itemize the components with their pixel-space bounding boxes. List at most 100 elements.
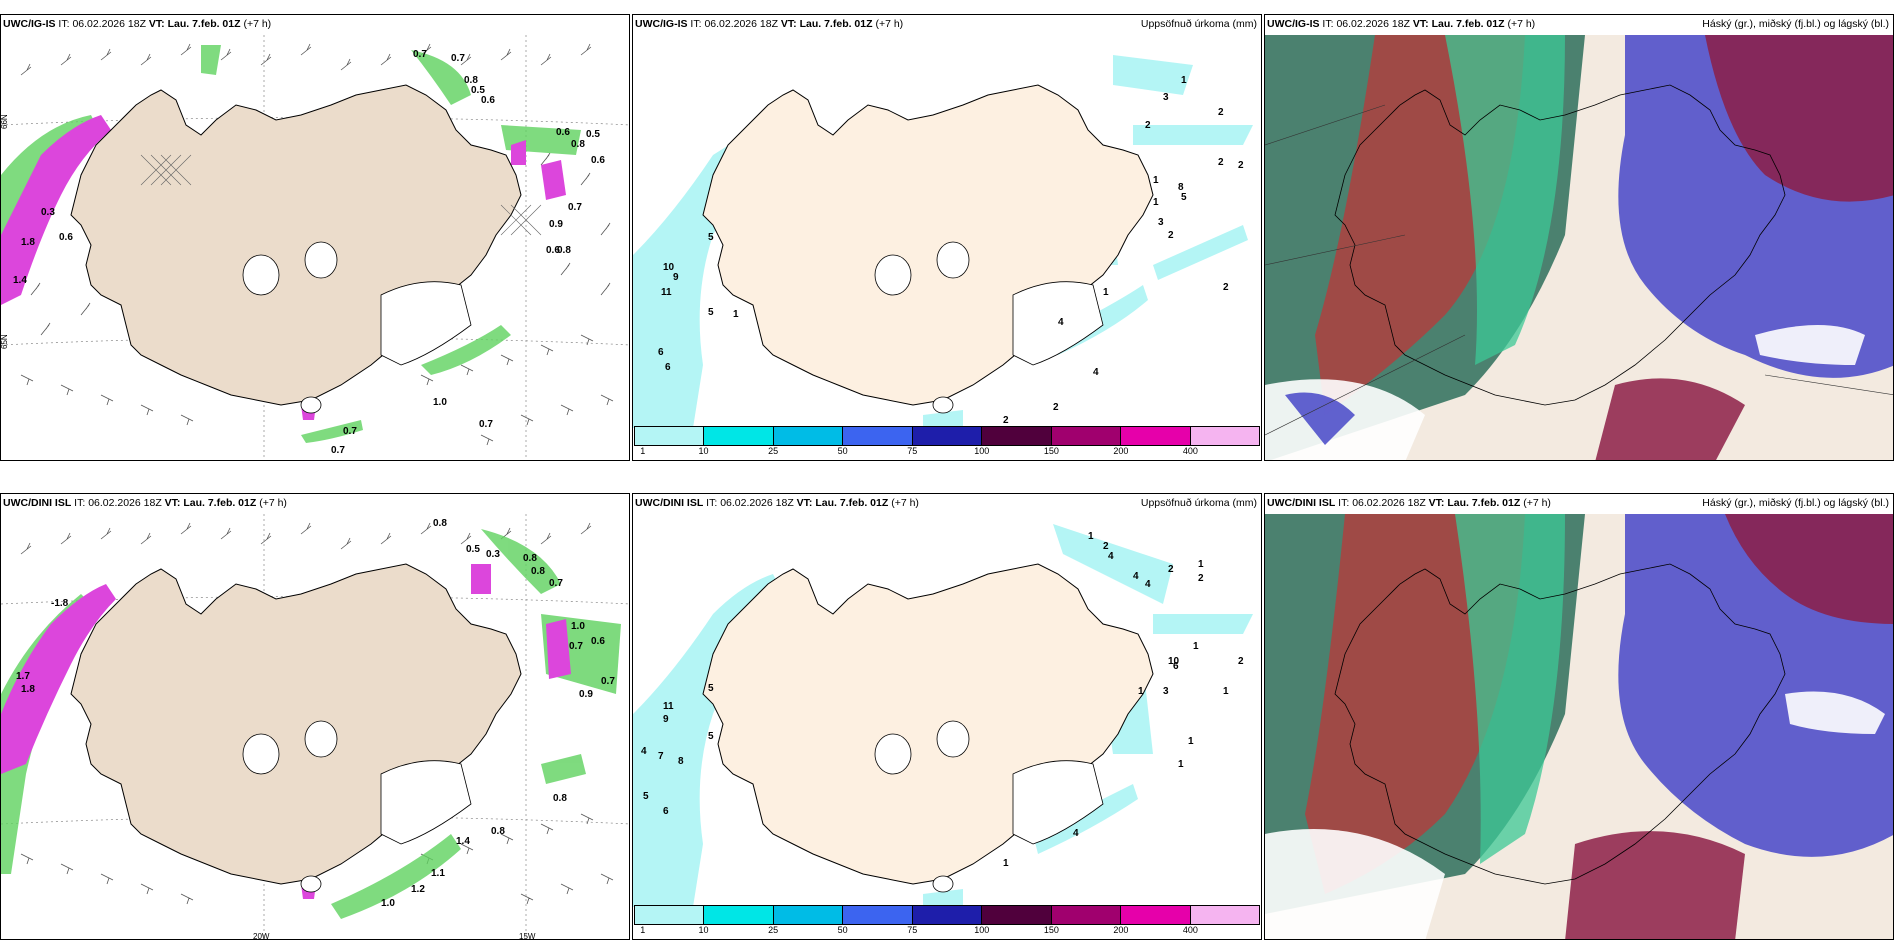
value-label: 0.7: [343, 426, 357, 437]
colorbar-swatch: [843, 427, 913, 445]
value-label: 1.4: [456, 836, 470, 847]
value-label: 0.6: [546, 245, 560, 256]
wind-barbs: [20, 43, 614, 446]
precip-map: 1 3 2 2 2 2 1 8 5 2 3 1 2 5 10 9 11 5 1 …: [633, 55, 1253, 428]
cloud-map: [1265, 514, 1893, 939]
value-label: 0.6: [556, 127, 570, 138]
value-label: 0.5: [471, 85, 485, 96]
value-label: 2: [1103, 541, 1109, 552]
value-label: 0.7: [413, 49, 427, 60]
value-label: 1.4: [13, 275, 27, 286]
wind-map: 0.8 0.5 0.3 0.8 0.8 0.7 1.0 0.7 0.6 0.7 …: [1, 514, 629, 939]
value-label: 1: [1223, 686, 1229, 697]
panel-header: UWC/DINI ISL IT: 06.02.2026 18Z VT: Lau.…: [3, 497, 287, 509]
value-label: 4: [641, 746, 647, 757]
value-label: 1: [1198, 559, 1204, 570]
colorbar-swatch: [843, 906, 913, 924]
value-label: 6: [658, 347, 664, 358]
value-label: 1: [1138, 686, 1144, 697]
value-label: 0.7: [568, 202, 582, 213]
panel-wind-bottom: UWC/DINI ISL IT: 06.02.2026 18Z VT: Lau.…: [0, 493, 630, 940]
value-label: 0.6: [481, 95, 495, 106]
colorbar-swatch: [912, 427, 983, 445]
panel-precip-top: UWC/IG-IS IT: 06.02.2026 18Z VT: Lau. 7.…: [632, 14, 1262, 461]
colorbar-swatch: [635, 427, 705, 445]
value-label: 0.9: [579, 689, 593, 700]
value-label: 0.8: [523, 553, 537, 564]
panel-cloud-bottom: UWC/DINI ISL IT: 06.02.2026 18Z VT: Lau.…: [1264, 493, 1894, 940]
colorbar-tick: 1: [640, 925, 646, 935]
colorbar-swatch: [1051, 906, 1122, 924]
value-label: 1: [1188, 736, 1194, 747]
value-label: 0.7: [549, 578, 563, 589]
value-label: 2: [1223, 282, 1229, 293]
panel-header: UWC/IG-IS IT: 06.02.2026 18Z VT: Lau. 7.…: [1267, 18, 1536, 30]
colorbar-swatch: [982, 906, 1052, 924]
value-label: 1.8: [21, 684, 35, 695]
value-label: 1: [1003, 858, 1009, 869]
lat-label: 66N: [1, 114, 9, 129]
colorbar-swatch: [773, 906, 844, 924]
value-label: 2: [1218, 107, 1224, 118]
value-label: 3: [1158, 217, 1164, 228]
value-label: 8: [678, 756, 684, 767]
colorbar-swatch: [912, 906, 983, 924]
precip-title: Uppsöfnuð úrkoma (mm): [1140, 18, 1257, 30]
panel-header: UWC/DINI ISL IT: 06.02.2026 18Z VT: Lau.…: [635, 497, 919, 509]
cloud-title: Háský (gr.), miðský (fj.bl.) og lágský (…: [1702, 497, 1889, 509]
panel-wind-top: UWC/IG-IS IT: 06.02.2026 18Z VT: Lau. 7.…: [0, 14, 630, 461]
colorbar-swatch: [704, 427, 774, 445]
value-label: 4: [1133, 571, 1139, 582]
value-label: 2: [1145, 120, 1151, 131]
colorbar-tick: 25: [768, 925, 779, 935]
value-label: 2: [1238, 160, 1244, 171]
value-label: 2: [1168, 564, 1174, 575]
colorbar-tick: 50: [837, 925, 848, 935]
value-label: 5: [708, 307, 714, 318]
colorbar-tick: 100: [974, 925, 990, 935]
value-label: 0.8: [571, 139, 585, 150]
value-label: 1.7: [16, 671, 30, 682]
value-label: 1: [1153, 175, 1159, 186]
value-label: 0.7: [479, 419, 493, 430]
value-label: 0.8: [557, 245, 571, 256]
value-label: 0.9: [549, 219, 563, 230]
value-label: 3: [1163, 686, 1169, 697]
value-label: 6: [1173, 661, 1179, 672]
value-label: 1.0: [433, 397, 447, 408]
value-label: 6: [663, 806, 669, 817]
value-label: 6: [665, 362, 671, 373]
value-label: 1.8: [21, 237, 35, 248]
value-label: 0.7: [451, 53, 465, 64]
value-label: 0.7: [331, 445, 345, 456]
colorbar-tick: 10: [698, 925, 709, 935]
colorbar-tick: 75: [907, 446, 918, 456]
precip-map: 1 2 4 2 1 2 4 4 1 6 10 2 1 3 1 5 11 9 5 …: [633, 524, 1253, 907]
colorbar-swatch: [635, 906, 705, 924]
value-label: -1.8: [51, 598, 69, 609]
value-label: 4: [1058, 317, 1064, 328]
colorbar-tick: 10: [698, 446, 709, 456]
value-label: 9: [673, 272, 679, 283]
colorbar-tick: 200: [1113, 925, 1129, 935]
precip-title: Uppsöfnuð úrkoma (mm): [1140, 497, 1257, 509]
value-label: 3: [1163, 92, 1169, 103]
value-label: 2: [1238, 656, 1244, 667]
value-label: 1.2: [411, 884, 425, 895]
panel-precip-bottom: UWC/DINI ISL IT: 06.02.2026 18Z VT: Lau.…: [632, 493, 1262, 940]
value-label: 0.8: [433, 518, 447, 529]
value-label: 0.8: [464, 75, 478, 86]
value-label: 4: [1145, 579, 1151, 590]
colorbar-swatch: [982, 427, 1052, 445]
value-label: 0.6: [591, 636, 605, 647]
value-label: 5: [708, 683, 714, 694]
value-label: 5: [643, 791, 649, 802]
value-label: 5: [1181, 192, 1187, 203]
cloud-map: [1265, 35, 1893, 460]
value-label: 7: [658, 751, 664, 762]
value-label: 1: [733, 309, 739, 320]
colorbar-tick: 75: [907, 925, 918, 935]
colorbar-tick: 1: [640, 446, 646, 456]
value-label: 0.6: [59, 232, 73, 243]
value-label: 0.8: [531, 566, 545, 577]
